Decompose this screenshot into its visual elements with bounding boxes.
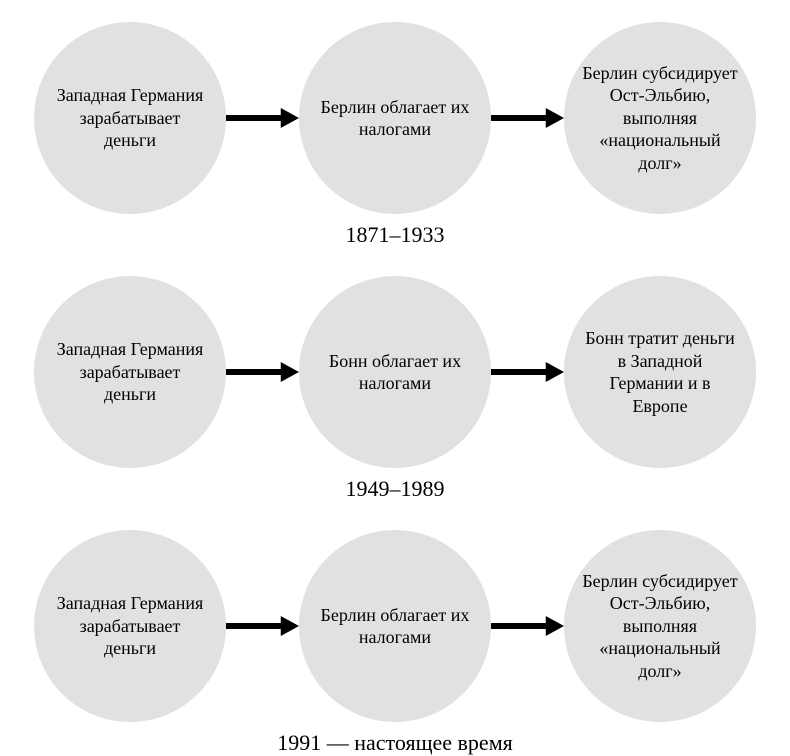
flow-node: Бонн тратит деньги в Западной Германии и… [564,276,756,468]
flow-node: Берлин облагает их налогами [299,22,491,214]
node-text: Западная Германия зарабатывает деньги [52,338,208,406]
node-text: Берлин облагает их налогами [317,604,473,649]
arrow-icon [226,106,299,130]
node-text: Западная Германия зарабатывает деньги [52,84,208,152]
flow-row-3: Западная Германия зарабатывает деньги Бе… [0,508,790,756]
flow-node: Бонн облагает их налогами [299,276,491,468]
flow-node: Берлин субсидирует Ост-Эльбию, выполняя … [564,530,756,722]
flow-row-1: Западная Германия зарабатывает деньги Бе… [0,0,790,248]
flow-node: Берлин облагает их налогами [299,530,491,722]
row-caption: 1949–1989 [0,476,790,502]
node-text: Берлин облагает их налогами [317,96,473,141]
node-text: Берлин субсидирует Ост-Эльбию, выполняя … [582,570,738,683]
flow-node: Западная Германия зарабатывает деньги [34,22,226,214]
arrow-icon [491,614,564,638]
node-text: Бонн облагает их налогами [317,350,473,395]
row-caption: 1871–1933 [0,222,790,248]
node-text: Бонн тратит деньги в Западной Германии и… [582,327,738,417]
flow-row-2: Западная Германия зарабатывает деньги Бо… [0,254,790,502]
arrow-icon [491,106,564,130]
node-text: Западная Германия зарабатывает деньги [52,592,208,660]
arrow-icon [226,614,299,638]
flow-node: Западная Германия зарабатывает деньги [34,276,226,468]
flow-node: Берлин субсидирует Ост-Эльбию, выполняя … [564,22,756,214]
node-text: Берлин субсидирует Ост-Эльбию, выполняя … [582,62,738,175]
arrow-icon [491,360,564,384]
flow-row: Западная Германия зарабатывает деньги Бо… [0,254,790,474]
flow-row: Западная Германия зарабатывает деньги Бе… [0,0,790,220]
flow-row: Западная Германия зарабатывает деньги Бе… [0,508,790,728]
arrow-icon [226,360,299,384]
row-caption: 1991 — настоящее время [0,730,790,756]
flow-node: Западная Германия зарабатывает деньги [34,530,226,722]
